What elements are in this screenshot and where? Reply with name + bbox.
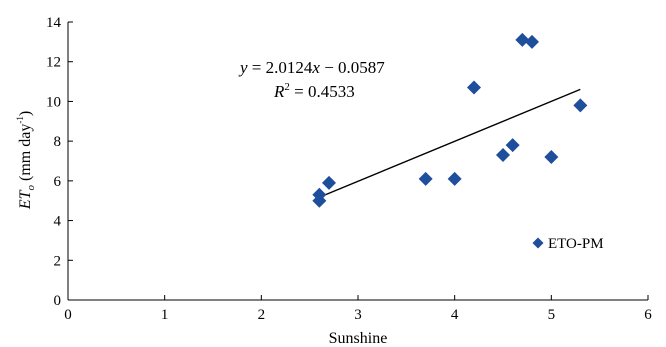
- legend-marker-diamond: [532, 237, 544, 249]
- x-tick-label: 4: [451, 307, 459, 323]
- eq-y: y: [238, 58, 248, 77]
- data-point: [467, 80, 481, 95]
- r-squared: R2 = 0.4533: [273, 81, 355, 101]
- y-tick-label: 4: [54, 214, 62, 230]
- data-point: [544, 150, 559, 165]
- trendline: [319, 88, 581, 198]
- y-axis-title-unit: (mm day: [17, 124, 34, 185]
- y-axis-title-main: ET: [17, 189, 34, 210]
- x-tick-label: 3: [354, 307, 362, 323]
- y-axis-title: ETo (mm day-1): [15, 111, 37, 210]
- x-tick-label: 5: [548, 307, 556, 323]
- x-tick-label: 0: [64, 307, 72, 323]
- data-points: [312, 32, 588, 208]
- data-point: [573, 98, 588, 113]
- eq-x: x: [311, 58, 320, 77]
- eq-intercept: − 0.0587: [320, 58, 385, 77]
- data-point: [312, 187, 327, 202]
- r2-value: = 0.4533: [290, 82, 355, 101]
- y-axis-title-unit-close: ): [17, 111, 34, 116]
- y-tick-label: 10: [46, 94, 61, 110]
- r2-sup: 2: [284, 81, 290, 93]
- data-point: [496, 148, 510, 163]
- data-point: [525, 34, 539, 49]
- y-tick-label: 2: [54, 253, 62, 269]
- y-tick-label: 0: [54, 293, 62, 309]
- legend-label: ETO-PM: [548, 236, 604, 252]
- y-axis-ticks: 0 2 4 6 8 10 12 14: [46, 15, 73, 309]
- data-point: [447, 171, 462, 186]
- data-point: [322, 175, 336, 190]
- x-tick-label: 1: [161, 307, 169, 323]
- data-point: [418, 171, 433, 186]
- y-tick-label: 14: [46, 15, 62, 31]
- x-axis-ticks: 0 1 2 3 4 5 6: [64, 295, 652, 323]
- data-point: [505, 138, 520, 153]
- y-tick-label: 12: [46, 55, 61, 71]
- y-tick-label: 6: [54, 174, 62, 190]
- legend: ETO-PM: [532, 236, 604, 252]
- x-axis-title: Sunshine: [329, 330, 388, 347]
- eq-slope: = 2.0124: [248, 58, 313, 77]
- x-tick-label: 2: [258, 307, 266, 323]
- regression-equation: y = 2.0124x − 0.0587: [238, 58, 385, 77]
- r2-r: R: [273, 82, 285, 101]
- trendline-group: [319, 88, 581, 198]
- x-tick-label: 6: [644, 307, 652, 323]
- y-axis-title-unit-sup: -1: [15, 116, 25, 124]
- data-point: [515, 32, 530, 47]
- y-tick-label: 8: [54, 134, 62, 150]
- y-axis-title-sub: o: [25, 184, 37, 190]
